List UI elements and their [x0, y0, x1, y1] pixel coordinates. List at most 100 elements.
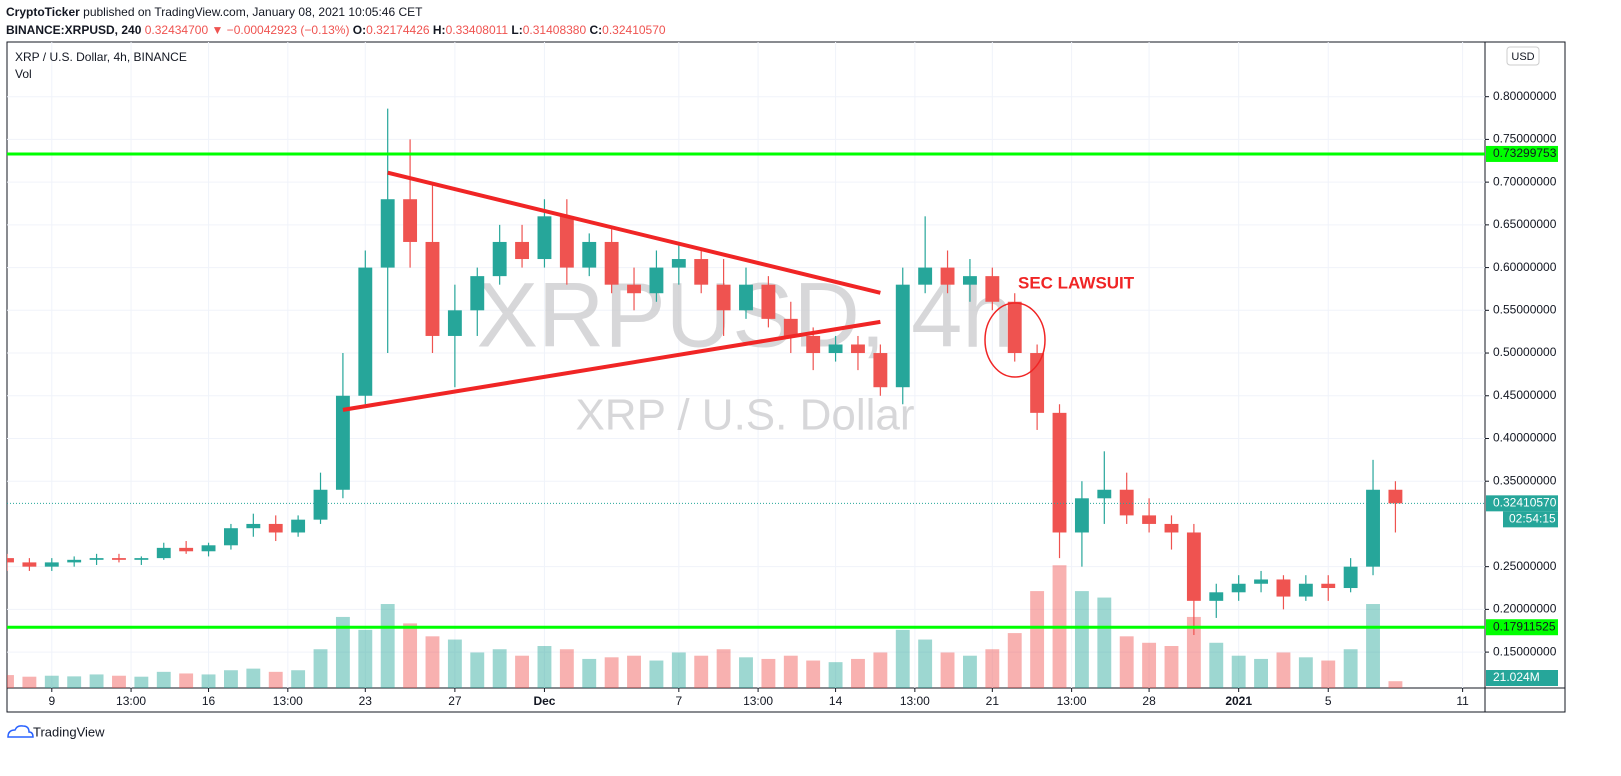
y-tick-label: 0.65000000: [1493, 217, 1557, 231]
x-tick-label: 13:00: [116, 694, 146, 708]
brand[interactable]: TradingView: [33, 724, 105, 739]
candle-body: [716, 284, 731, 311]
candles: [7, 108, 1403, 636]
c-label: C:: [589, 23, 603, 37]
level-label: 0.73299753: [1493, 146, 1557, 160]
candle-body: [962, 276, 977, 285]
y-tick-label: 0.50000000: [1493, 345, 1557, 359]
volume-bar: [559, 649, 574, 688]
candle-body: [1231, 583, 1246, 593]
volume-bar: [134, 676, 149, 688]
volume-bar: [918, 639, 933, 688]
volume-bar: [22, 676, 37, 688]
volume-bar: [1209, 642, 1224, 688]
volume-badge: [1486, 670, 1558, 686]
candle-body: [627, 284, 641, 294]
volume-bar: [582, 658, 597, 688]
circle-annotation: [984, 302, 1046, 378]
candle-body: [223, 528, 238, 546]
volume-bar: [268, 671, 283, 688]
currency-badge[interactable]: [1506, 46, 1540, 66]
y-tick-label: 0.80000000: [1493, 89, 1557, 103]
candle-body: [761, 284, 776, 319]
volume-bar: [604, 657, 619, 688]
ohlc-line: BINANCE:XRPUSD, 240 0.32434700 ▼ −0.0004…: [6, 21, 666, 39]
candle-body: [1254, 579, 1269, 584]
x-tick-label: 21: [986, 694, 1000, 708]
candle-body: [291, 519, 306, 533]
candle-body: [492, 241, 507, 277]
y-tick-label: 0.75000000: [1493, 132, 1557, 146]
volume-bar: [962, 655, 977, 688]
volume-bar: [1276, 652, 1291, 688]
volume-bar: [1388, 681, 1403, 688]
candle-body: [1097, 489, 1112, 499]
candle-body: [1366, 489, 1380, 567]
l-label: L:: [511, 23, 523, 37]
volume-bar: [828, 662, 843, 688]
candle-body: [268, 523, 283, 533]
volume-bar: [1186, 616, 1201, 688]
candle-body: [851, 344, 865, 354]
volume-bar: [739, 657, 753, 688]
volume-bar: [895, 629, 910, 688]
volume-bar: [67, 676, 82, 688]
y-tick-label: 0.20000000: [1493, 602, 1557, 616]
volume-bar: [1164, 646, 1179, 688]
volume-bar: [179, 673, 194, 688]
candle-body: [112, 558, 126, 560]
candle-body: [201, 545, 216, 552]
x-tick-label: 16: [202, 694, 216, 708]
volume-bar: [1142, 642, 1157, 688]
x-tick-label: 2021: [1225, 694, 1252, 708]
volume-bar: [1097, 597, 1112, 688]
volume-bar: [806, 660, 821, 688]
candle-body: [1030, 353, 1045, 413]
h-label: H:: [432, 23, 446, 37]
o: 0.32174426: [366, 23, 430, 37]
volume-bar: [89, 674, 104, 688]
level-label: 0.17911525: [1493, 619, 1556, 633]
candle-body: [783, 318, 798, 336]
author[interactable]: CryptoTicker: [6, 5, 80, 19]
x-tick-label: 14: [829, 694, 843, 708]
candle-body: [1007, 301, 1022, 354]
volume-bar: [1366, 604, 1380, 688]
last-price-badge: [1486, 495, 1558, 512]
candle-body: [1186, 532, 1201, 601]
volume-bar: [1119, 636, 1134, 688]
candle-body: [335, 395, 350, 490]
x-tick-label: 13:00: [273, 694, 303, 708]
volume-bar: [694, 655, 709, 688]
candle-body: [918, 267, 933, 285]
candle-body: [425, 241, 440, 336]
volume-bar: [537, 646, 552, 688]
candle-body: [895, 284, 910, 388]
x-tick-label: 27: [448, 694, 462, 708]
candle-body: [44, 562, 59, 567]
y-tick-label: 0.60000000: [1493, 260, 1557, 274]
last-price-label: 0.32410570: [1493, 496, 1557, 510]
volume-bar: [335, 616, 350, 688]
volume-bar: [716, 649, 731, 688]
symbol: BINANCE:XRPUSD, 240: [6, 23, 142, 37]
y-tick-label: 0.25000000: [1493, 559, 1557, 573]
level-badge: [1486, 619, 1558, 636]
countdown-badge: [1503, 511, 1558, 528]
volume-bar: [649, 660, 664, 688]
y-tick-label: 0.55000000: [1493, 302, 1557, 316]
y-tick-label: 0.70000000: [1493, 174, 1557, 188]
legend-volume: Vol: [15, 67, 32, 81]
volume-bar: [671, 652, 686, 688]
candle-body: [1142, 515, 1157, 524]
volume-bar: [156, 671, 171, 688]
volume-pane: [7, 565, 1403, 688]
candle-body: [515, 241, 530, 260]
candle-body: [873, 353, 888, 388]
volume-bar: [1343, 649, 1358, 688]
x-tick-label: 13:00: [743, 694, 773, 708]
trend-line: [342, 319, 881, 412]
y-tick-label: 0.45000000: [1493, 388, 1557, 402]
